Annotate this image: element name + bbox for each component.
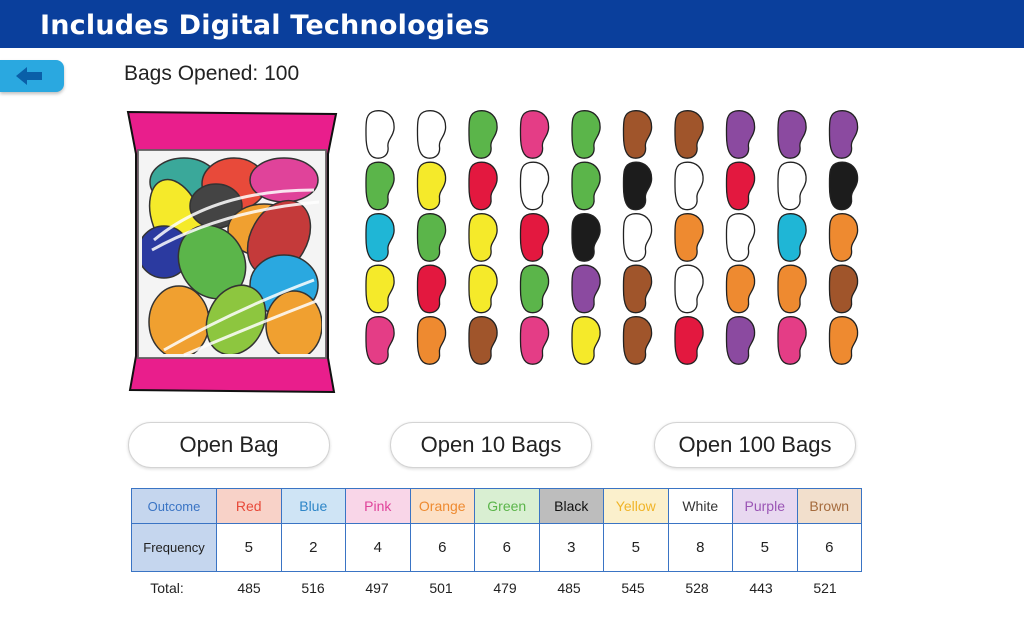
outcome-white: White: [667, 488, 733, 524]
open-10-bags-button[interactable]: Open 10 Bags: [390, 422, 592, 468]
total-label: Total:: [150, 580, 184, 596]
jelly-bean-yellow: [468, 213, 498, 262]
jelly-bean-yellow: [416, 161, 447, 211]
jelly-bean-purple: [571, 264, 601, 314]
frequency-pink: 4: [345, 523, 411, 572]
frequency-yellow: 5: [603, 523, 669, 572]
jelly-bean-brown: [674, 110, 704, 159]
open-100-bags-button[interactable]: Open 100 Bags: [654, 422, 856, 468]
total-green: 479: [493, 580, 517, 596]
jelly-bean-pink: [519, 110, 550, 159]
jelly-bean-purple: [725, 316, 756, 365]
frequency-blue: 2: [280, 523, 346, 572]
jelly-bean-yellow: [468, 264, 498, 314]
jelly-bean-green: [519, 264, 550, 314]
back-button[interactable]: [0, 60, 64, 92]
total-orange: 501: [429, 580, 453, 596]
jelly-bean-bag-illustration: [126, 110, 338, 394]
total-purple: 443: [749, 580, 773, 596]
jelly-bean-white: [725, 213, 756, 262]
total-black: 485: [557, 580, 581, 596]
jelly-bean-red: [416, 264, 447, 314]
jelly-bean-black: [571, 213, 601, 262]
jelly-bean-white: [674, 264, 704, 314]
jelly-bean-orange: [674, 213, 704, 262]
outcome-red: Red: [216, 488, 282, 524]
jelly-bean-white: [674, 161, 704, 211]
jelly-bean-red: [725, 161, 756, 211]
frequency-black: 3: [538, 523, 604, 572]
header-bar: Includes Digital Technologies: [0, 0, 1024, 48]
jelly-bean-black: [828, 161, 859, 211]
jelly-bean-yellow: [571, 316, 601, 365]
jelly-bean-brown: [622, 264, 653, 314]
total-red: 485: [237, 580, 261, 596]
header-title: Includes Digital Technologies: [40, 10, 490, 41]
jelly-bean-purple: [777, 110, 807, 159]
outcome-yellow: Yellow: [603, 488, 669, 524]
jelly-bean-orange: [416, 316, 447, 365]
jelly-bean-white: [365, 110, 395, 159]
jelly-bean-green: [571, 161, 601, 211]
jelly-bean-purple: [828, 110, 859, 159]
jelly-bean-grid: [365, 110, 859, 365]
jelly-bean-pink: [777, 316, 807, 365]
jelly-bean-brown: [622, 110, 653, 159]
total-white: 528: [685, 580, 709, 596]
outcome-green: Green: [474, 488, 540, 524]
jelly-bean-green: [416, 213, 447, 262]
jelly-bean-orange: [828, 213, 859, 262]
outcome-black: Black: [538, 488, 604, 524]
frequency-purple: 5: [732, 523, 798, 572]
jelly-bean-brown: [828, 264, 859, 314]
frequency-brown: 6: [796, 523, 862, 572]
jelly-bean-brown: [468, 316, 498, 365]
jelly-bean-red: [519, 213, 550, 262]
jelly-bean-green: [365, 161, 395, 211]
frequency-red: 5: [216, 523, 282, 572]
frequency-green: 6: [474, 523, 540, 572]
jelly-bean-blue: [777, 213, 807, 262]
total-pink: 497: [365, 580, 389, 596]
jelly-bean-blue: [365, 213, 395, 262]
jelly-bean-white: [777, 161, 807, 211]
jelly-bean-white: [519, 161, 550, 211]
jelly-bean-yellow: [365, 264, 395, 314]
left-arrow-icon: [16, 67, 42, 85]
jelly-bean-black: [622, 161, 653, 211]
outcome-orange: Orange: [409, 488, 475, 524]
total-yellow: 545: [621, 580, 645, 596]
outcome-row: Outcome Red Blue Pink Orange Green Black Yello…: [131, 488, 862, 524]
jelly-bean-purple: [725, 110, 756, 159]
frequency-white: 8: [667, 523, 733, 572]
jelly-bean-green: [571, 110, 601, 159]
jelly-bean-orange: [725, 264, 756, 314]
frequency-label: Frequency: [131, 523, 217, 572]
total-blue: 516: [301, 580, 325, 596]
outcome-brown: Brown: [796, 488, 862, 524]
jelly-bean-white: [416, 110, 447, 159]
outcome-label: Outcome: [131, 488, 217, 524]
bags-opened-count: Bags Opened: 100: [124, 62, 300, 85]
jelly-bean-brown: [622, 316, 653, 365]
jelly-bean-green: [468, 110, 498, 159]
outcome-blue: Blue: [280, 488, 346, 524]
jelly-bean-white: [622, 213, 653, 262]
total-brown: 521: [813, 580, 837, 596]
frequency-table: Outcome Red Blue Pink Orange Green Black Yello…: [131, 488, 862, 572]
outcome-purple: Purple: [732, 488, 798, 524]
jelly-bean-pink: [519, 316, 550, 365]
jelly-bean-pink: [365, 316, 395, 365]
frequency-orange: 6: [409, 523, 475, 572]
outcome-pink: Pink: [345, 488, 411, 524]
jelly-bean-orange: [828, 316, 859, 365]
jelly-bean-red: [674, 316, 704, 365]
jelly-bean-red: [468, 161, 498, 211]
jelly-bean-orange: [777, 264, 807, 314]
open-bag-button[interactable]: Open Bag: [128, 422, 330, 468]
